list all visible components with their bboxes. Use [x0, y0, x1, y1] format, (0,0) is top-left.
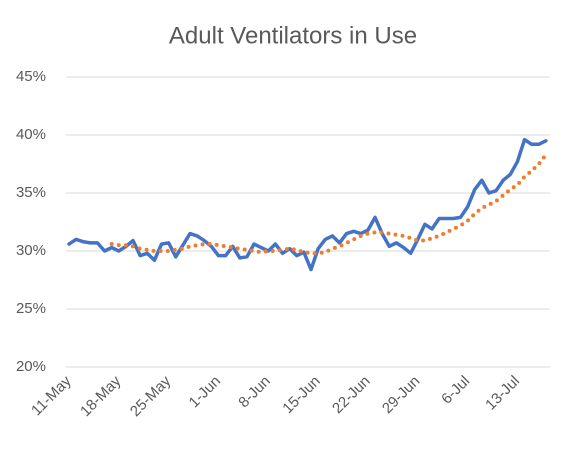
x-tick-label: 1-Jun — [186, 373, 225, 412]
x-tick-label: 13-Jul — [482, 373, 523, 414]
x-tick-label: 15-Jun — [279, 373, 323, 417]
y-tick-label: 45% — [16, 68, 46, 85]
y-tick-label: 40% — [16, 126, 46, 143]
x-tick-label: 22-Jun — [329, 373, 373, 417]
y-tick-label: 35% — [16, 184, 46, 201]
x-tick-label: 18-May — [77, 372, 125, 420]
chart-title: Adult Ventilators in Use — [169, 22, 417, 49]
y-tick-label: 25% — [16, 300, 46, 317]
y-tick-label: 30% — [16, 242, 46, 259]
x-tick-label: 8-Jun — [235, 373, 274, 412]
x-tick-label: 29-Jun — [379, 373, 423, 417]
y-tick-label: 20% — [16, 358, 46, 375]
series-line — [67, 137, 548, 272]
x-tick-label: 25-May — [127, 372, 175, 420]
x-tick-label: 11-May — [28, 372, 75, 419]
series-line — [109, 152, 548, 256]
x-tick-label: 6-Jul — [438, 373, 473, 408]
